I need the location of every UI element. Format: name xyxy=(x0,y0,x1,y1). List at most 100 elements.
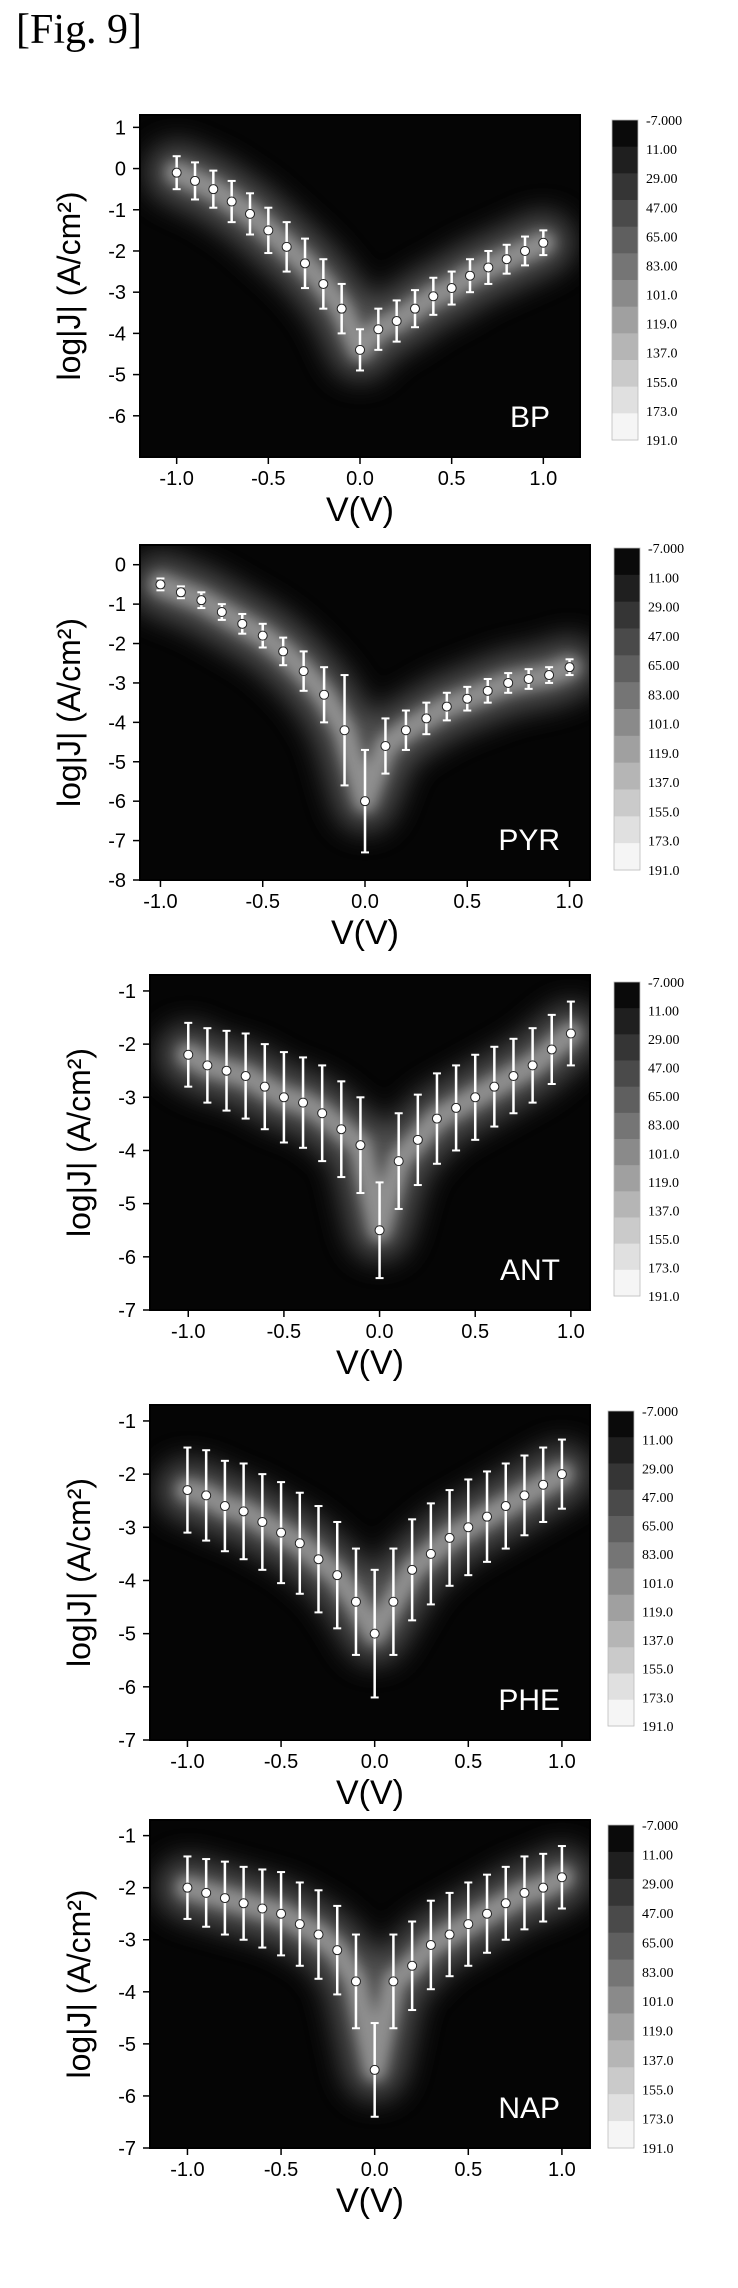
y-axis-label: log|J| (A/cm²) xyxy=(61,1048,97,1237)
y-tick-label: -1 xyxy=(108,594,126,616)
data-point xyxy=(300,258,310,269)
x-tick-label: 0.5 xyxy=(454,2159,482,2181)
colorbar-label: 29.00 xyxy=(642,1462,674,1477)
data-point xyxy=(444,1532,455,1543)
data-point xyxy=(565,1028,576,1039)
y-tick-label: 0 xyxy=(115,555,126,577)
x-tick-label: -0.5 xyxy=(251,468,285,490)
colorbar-frame xyxy=(613,547,641,871)
data-point xyxy=(373,324,384,335)
colorbar-label: 101.0 xyxy=(642,1995,674,2010)
colorbar-band xyxy=(608,2094,634,2122)
x-tick-label: 1.0 xyxy=(548,2159,576,2181)
colorbar-band xyxy=(612,280,638,308)
y-tick-label: -6 xyxy=(118,1677,136,1699)
colorbar-label: 65.00 xyxy=(648,659,680,674)
colorbar-band xyxy=(608,1463,634,1491)
colorbar-label: 29.00 xyxy=(646,172,678,187)
colorbar-label: 137.0 xyxy=(648,776,680,791)
colorbar-label: -7.000 xyxy=(642,1819,678,1834)
data-point xyxy=(388,1976,399,1987)
y-tick-label: -1 xyxy=(118,1411,136,1433)
colorbar-band xyxy=(614,628,640,656)
colorbar-band xyxy=(614,601,640,629)
y-tick-label: -6 xyxy=(118,1247,136,1269)
colorbar-label: 47.00 xyxy=(648,630,680,645)
x-tick-label: 0.0 xyxy=(361,1751,389,1773)
y-tick-label: -7 xyxy=(108,831,126,853)
data-point xyxy=(350,1976,361,1987)
x-axis-label: V(V) xyxy=(326,491,394,529)
data-point xyxy=(182,1485,193,1496)
data-point xyxy=(202,1060,213,1071)
colorbar-label: 191.0 xyxy=(648,864,680,879)
data-point xyxy=(500,1501,511,1512)
data-point xyxy=(201,1490,212,1501)
data-point xyxy=(538,237,549,248)
colorbar-band xyxy=(614,789,640,817)
data-point xyxy=(538,1882,549,1893)
colorbar-band xyxy=(614,1139,640,1166)
data-point xyxy=(407,1960,418,1971)
data-point xyxy=(276,1908,287,1919)
y-tick-label: -3 xyxy=(108,673,126,695)
colorbar-band xyxy=(608,1437,634,1464)
plot-frame xyxy=(149,1404,591,1741)
y-tick-label: -5 xyxy=(118,1624,136,1646)
data-point xyxy=(410,303,420,314)
data-point xyxy=(221,1065,232,1076)
data-point xyxy=(462,693,473,704)
colorbar-band xyxy=(612,386,638,414)
colorbar-band xyxy=(612,200,638,228)
colorbar-label: 191.0 xyxy=(642,1720,674,1735)
data-point xyxy=(446,283,457,294)
data-point xyxy=(219,1501,230,1512)
colorbar-label: 47.00 xyxy=(642,1907,674,1922)
colorbar-band xyxy=(614,762,640,790)
colorbar-band xyxy=(614,816,640,844)
colorbar-band xyxy=(608,1568,634,1596)
colorbar-band xyxy=(608,1825,634,1853)
data-point xyxy=(421,713,432,724)
colorbar-label: -7.000 xyxy=(648,542,684,557)
data-point xyxy=(407,1564,418,1575)
x-axis-label: V(V) xyxy=(336,2182,404,2220)
data-point xyxy=(482,1511,493,1522)
colorbar-label: 119.0 xyxy=(648,747,679,762)
colorbar-label: 155.0 xyxy=(642,2083,674,2098)
colorbar-label: 119.0 xyxy=(642,1605,673,1620)
data-point xyxy=(294,1538,305,1549)
data-point xyxy=(263,225,274,236)
data-point xyxy=(257,1516,268,1527)
colorbar-label: 11.00 xyxy=(642,1434,673,1449)
data-point xyxy=(431,1113,442,1124)
colorbar-label: 29.00 xyxy=(648,1033,680,1048)
data-point xyxy=(501,254,512,265)
y-tick-label: -7 xyxy=(118,1300,136,1322)
colorbar-label: 47.00 xyxy=(648,1062,680,1077)
x-tick-label: -1.0 xyxy=(171,1321,205,1343)
colorbar-band xyxy=(614,1086,640,1114)
colorbar-frame xyxy=(611,119,639,441)
data-point xyxy=(182,1882,193,1893)
colorbar-label: 29.00 xyxy=(648,601,680,616)
colorbar-label: 11.00 xyxy=(648,1005,679,1020)
colorbar-band xyxy=(612,333,638,361)
data-point xyxy=(500,1898,511,1909)
y-tick-label: 0 xyxy=(115,159,126,181)
y-tick-label: 1 xyxy=(115,117,126,139)
colorbar-band xyxy=(608,1851,634,1880)
data-point xyxy=(190,175,200,186)
colorbar-band xyxy=(608,2040,634,2068)
colorbar-band xyxy=(608,2067,634,2095)
data-point xyxy=(355,1140,366,1151)
colorbar-band xyxy=(614,682,640,710)
data-point xyxy=(391,316,402,327)
x-tick-label: 0.0 xyxy=(346,468,374,490)
colorbar-label: 191.0 xyxy=(642,2142,674,2157)
figure-label: [Fig. 9] xyxy=(16,7,142,53)
colorbar-band xyxy=(614,548,640,576)
data-point xyxy=(257,1903,268,1914)
y-tick-label: -4 xyxy=(118,1570,136,1592)
colorbar-band xyxy=(608,1959,634,1987)
